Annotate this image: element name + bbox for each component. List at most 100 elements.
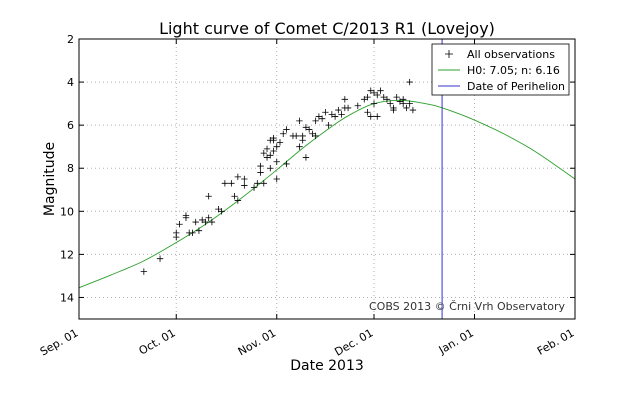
observation-point (396, 98, 404, 105)
observation-point (205, 214, 212, 221)
observation-point (328, 111, 336, 118)
observation-point (283, 126, 290, 133)
observation-point (377, 87, 384, 94)
observation-point (315, 113, 323, 120)
observation-point (406, 78, 413, 86)
observation-point (241, 175, 248, 183)
chart-title: Light curve of Comet C/2013 R1 (Lovejoy) (159, 19, 495, 38)
observation-point (202, 218, 209, 226)
observation-point (182, 212, 190, 219)
observation-point (257, 162, 264, 170)
observation-point (140, 268, 148, 275)
observation-point (205, 193, 212, 200)
observation-point (387, 100, 394, 107)
observation-point (192, 218, 199, 226)
observation-point (296, 143, 303, 150)
x-tick-label: Sep. 01 (38, 326, 81, 358)
observation-point (335, 106, 342, 114)
observation-point (367, 87, 374, 94)
observation-point (228, 180, 235, 187)
observation-point (403, 104, 410, 112)
observation-point (173, 233, 180, 241)
x-tick-label: Dec. 01 (332, 326, 375, 358)
observation-point (364, 93, 371, 101)
copyright-annotation: COBS 2013 © Črni Vrh Observatory (369, 300, 565, 313)
observation-point (283, 160, 290, 168)
observation-point (263, 154, 271, 161)
y-tick-label: 8 (67, 162, 74, 175)
observation-point (273, 158, 280, 165)
observation-point (331, 113, 339, 120)
observation-point (270, 147, 277, 155)
observation-point (374, 113, 381, 120)
observation-point (273, 175, 280, 183)
x-tick-label: Oct. 01 (137, 326, 178, 357)
observation-point (260, 180, 267, 187)
observation-point (344, 104, 352, 112)
observation-point (234, 197, 242, 204)
legend-label: Date of Perihelion (467, 80, 565, 93)
observation-point (312, 132, 319, 140)
observation-point (399, 96, 407, 103)
observation-point (241, 182, 248, 189)
y-tick-label: 2 (67, 33, 74, 46)
model-curve (78, 99, 576, 289)
observation-point (383, 96, 391, 103)
observation-point (198, 216, 206, 224)
observation-point (156, 255, 164, 262)
x-tick-label: Nov. 01 (236, 326, 279, 358)
observation-point (318, 115, 326, 122)
y-axis-label: Magnitude (42, 142, 58, 216)
y-tick-label: 10 (60, 205, 74, 218)
observation-point (302, 124, 310, 131)
observation-point (195, 227, 203, 234)
observation-point (176, 221, 183, 228)
observation-point (215, 205, 222, 213)
y-tick-label: 14 (60, 291, 74, 304)
y-tick-label: 4 (67, 76, 74, 89)
observation-point (270, 134, 277, 142)
observation-point (234, 173, 242, 181)
observation-point (309, 130, 316, 137)
observation-point (370, 89, 378, 97)
y-tick-label: 6 (67, 119, 74, 132)
observation-point (218, 208, 225, 215)
observation-point (338, 111, 345, 118)
observation-point (361, 96, 368, 103)
observation-point (312, 117, 319, 125)
observation-point (367, 113, 374, 120)
plot-frame (78, 38, 576, 320)
observation-point (267, 165, 274, 172)
x-tick-label: Feb. 01 (535, 326, 577, 357)
observation-point (254, 180, 261, 187)
y-tick-label: 12 (60, 248, 74, 261)
observation-point (364, 109, 371, 116)
observation-point (280, 130, 287, 137)
x-axis-label: Date 2013 (290, 358, 364, 374)
observation-point (305, 126, 313, 133)
observation-point (390, 104, 397, 112)
observations-layer (140, 78, 417, 275)
observation-point (189, 229, 196, 237)
observation-point (409, 106, 417, 114)
observation-point (221, 180, 229, 187)
observation-point (231, 193, 238, 200)
legend-label: H0: 7.05; n: 6.16 (467, 64, 560, 77)
legend-swatch-observations (445, 50, 453, 58)
x-tick-label: Jan. 01 (436, 326, 476, 357)
observation-point (296, 117, 303, 125)
observation-point (208, 218, 216, 226)
observation-point (260, 149, 267, 157)
observation-point (299, 132, 306, 140)
observation-point (293, 132, 300, 140)
observation-point (267, 152, 274, 159)
observation-point (370, 100, 378, 107)
legend: All observations H0: 7.05; n: 6.16 Date of… (431, 43, 570, 96)
observation-point (354, 102, 361, 109)
legend-label: All observations (467, 48, 555, 61)
observation-point (393, 93, 400, 101)
observation-point (374, 91, 381, 99)
observation-point (406, 100, 413, 107)
observation-point (263, 145, 271, 153)
